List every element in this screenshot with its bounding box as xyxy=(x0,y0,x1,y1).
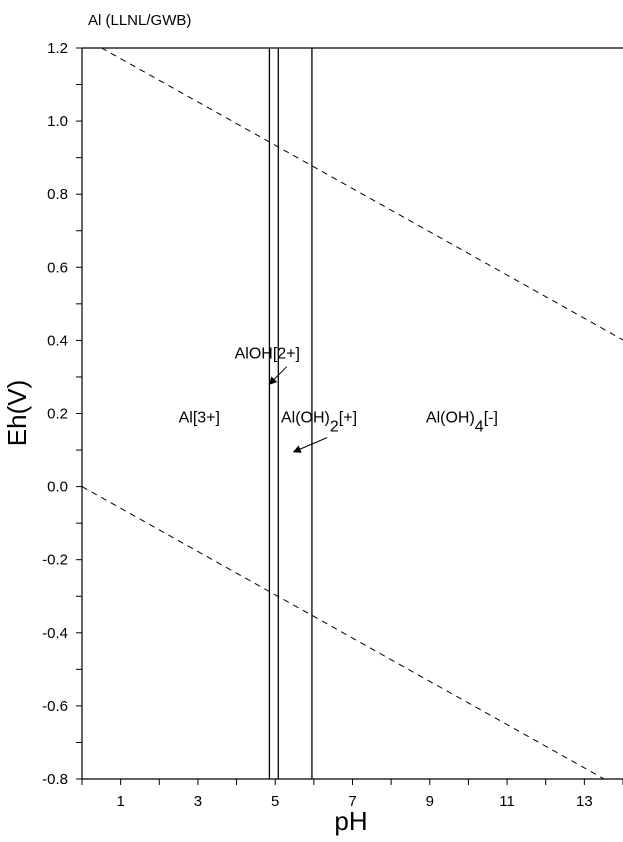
annotation-arrow-2 xyxy=(292,437,328,453)
x-ticks: 1 3 5 7 9 11 13 xyxy=(81,779,623,810)
x-tick-label: 7 xyxy=(348,793,356,810)
y-tick-label: 1.2 xyxy=(47,40,68,57)
x-tick-label: 9 xyxy=(426,793,434,810)
region-label-1: AlOH[2+] xyxy=(235,346,300,363)
y-axis-label: Eh(V) xyxy=(2,380,32,446)
x-tick-label: 13 xyxy=(576,793,593,810)
y-tick-label: -0.4 xyxy=(42,625,68,642)
x-tick-label: 11 xyxy=(499,793,515,810)
y-tick-label: 0.0 xyxy=(47,479,68,496)
y-tick-label: -0.8 xyxy=(42,771,68,788)
plot-lines xyxy=(82,48,623,779)
x-tick-label: 1 xyxy=(116,793,124,810)
y-tick-label: 0.8 xyxy=(47,186,68,203)
region-label-3: Al(OH)4[-] xyxy=(426,410,498,436)
region-label-2: Al(OH)2[+] xyxy=(281,410,357,436)
chart-title: Al (LLNL/GWB) xyxy=(88,12,191,29)
y-tick-label: -0.6 xyxy=(42,698,68,715)
x-axis-label: pH xyxy=(334,806,367,836)
region-annotations: Al[3+] AlOH[2+] Al(OH)2[+] Al(OH)4[-] xyxy=(179,346,498,453)
y-tick-label: 0.4 xyxy=(47,332,68,349)
dashed-line-0 xyxy=(100,48,623,341)
region-label-0: Al[3+] xyxy=(179,410,220,427)
x-tick-label: 5 xyxy=(271,793,279,810)
dashed-line-1 xyxy=(82,486,606,779)
y-ticks: -0.8 -0.6 -0.4 -0.2 0.0 0.2 0.4 0.6 0.8 1.0 1.2 xyxy=(42,40,82,788)
y-tick-label: 0.2 xyxy=(47,406,68,423)
x-tick-label: 3 xyxy=(194,793,202,810)
y-tick-label: 1.0 xyxy=(47,113,68,130)
y-tick-label: -0.2 xyxy=(42,552,68,569)
annotation-arrow-1 xyxy=(268,366,287,385)
y-tick-label: 0.6 xyxy=(47,259,68,276)
